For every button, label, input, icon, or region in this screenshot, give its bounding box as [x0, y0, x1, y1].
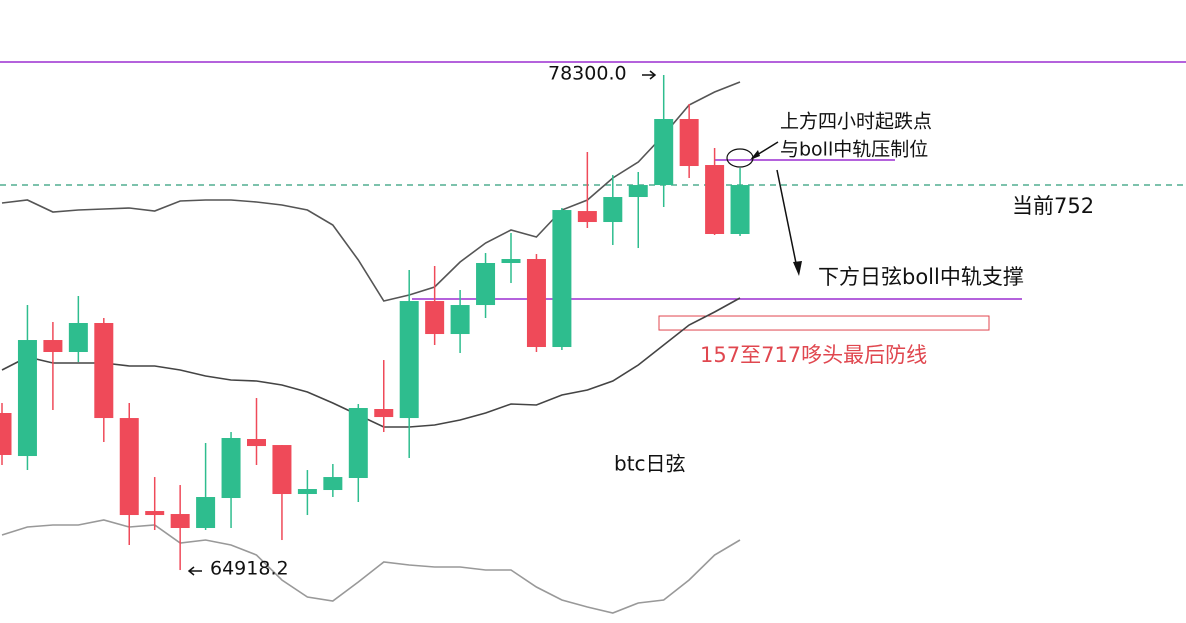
- high-arrow: [642, 70, 657, 80]
- candle-body: [272, 445, 292, 495]
- chart-title: btc日弦: [614, 452, 686, 476]
- candle-body: [628, 185, 648, 198]
- candle-body: [68, 323, 88, 353]
- candle-body: [348, 408, 368, 478]
- support-label: 下方日弦boll中轨支撑: [818, 265, 1024, 289]
- candle-body: [247, 439, 266, 447]
- current-label: 当前752: [1012, 194, 1094, 218]
- resistance-note-1: 上方四小时起跌点: [780, 111, 932, 133]
- candle-body: [94, 323, 114, 419]
- candle-body: [450, 305, 470, 335]
- candle-body: [730, 185, 750, 235]
- resistance-note-2: 与boll中轨压制位: [780, 139, 928, 161]
- candle-body: [577, 211, 597, 223]
- candle-body: [0, 413, 12, 455]
- candle-body: [119, 418, 139, 516]
- circle-mark: [726, 148, 754, 168]
- defense-zone: [658, 315, 990, 331]
- candle-body: [679, 118, 699, 167]
- candle-body: [399, 301, 419, 419]
- marks-layer: [0, 75, 750, 571]
- candle-body: [526, 259, 546, 348]
- zone-label: 157至717哆头最后防线: [700, 343, 927, 367]
- candle-body: [297, 489, 317, 495]
- candle-body: [552, 210, 572, 348]
- candle-body: [323, 477, 343, 491]
- candle-body: [17, 340, 37, 457]
- candle-body: [196, 497, 216, 529]
- support-arrow: [776, 169, 798, 269]
- candle-body: [501, 259, 521, 264]
- boll-band: [1, 297, 741, 428]
- candle-body: [425, 301, 445, 335]
- candle-body: [170, 514, 190, 529]
- high-label: 78300.0: [548, 63, 627, 85]
- arrow-head: [793, 261, 802, 276]
- boll-band: [1, 81, 741, 302]
- candle-body: [476, 263, 496, 306]
- candle-body: [43, 340, 63, 353]
- low-label: 64918.2: [210, 558, 289, 580]
- candle-body: [221, 438, 241, 499]
- arrow-head: [750, 150, 760, 160]
- candle-body: [603, 197, 623, 223]
- boll-band: [1, 519, 741, 614]
- background-layer: [0, 61, 1186, 614]
- candle-body: [654, 118, 674, 186]
- candle-body: [145, 511, 165, 516]
- candle-body: [705, 165, 725, 235]
- candle-body: [374, 409, 394, 418]
- low-arrow: [187, 566, 202, 576]
